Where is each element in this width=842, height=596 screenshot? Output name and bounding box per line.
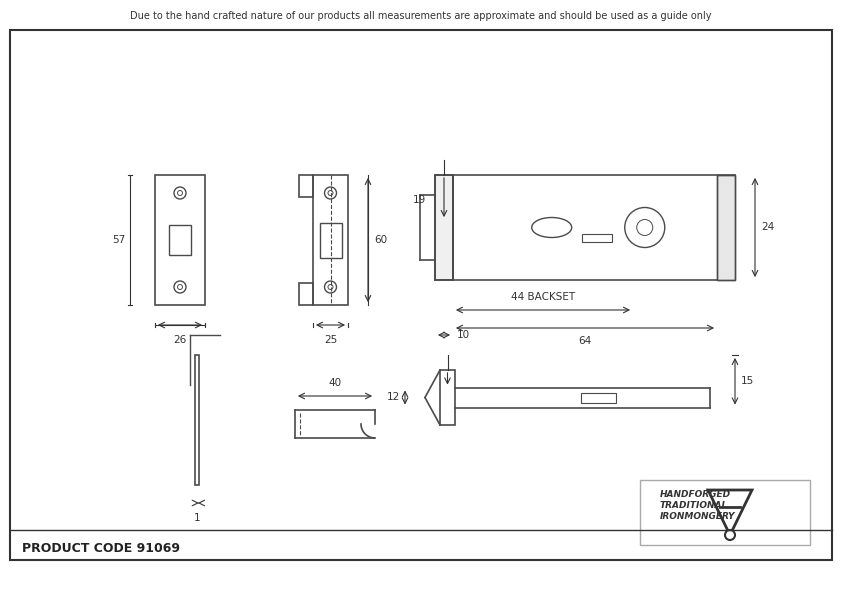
Bar — [717, 175, 735, 280]
Text: 26: 26 — [173, 335, 187, 345]
Bar — [640, 480, 810, 545]
Bar — [155, 175, 205, 305]
Bar — [169, 225, 191, 255]
Circle shape — [725, 530, 735, 540]
Bar — [582, 234, 611, 241]
Bar — [581, 393, 616, 402]
Bar — [319, 222, 342, 257]
Text: 44 BACKSET: 44 BACKSET — [511, 292, 575, 302]
Text: Due to the hand crafted nature of our products all measurements are approximate : Due to the hand crafted nature of our pr… — [131, 11, 711, 21]
Text: 40: 40 — [328, 378, 342, 388]
Bar — [453, 175, 735, 280]
Bar — [717, 175, 735, 280]
Text: 57: 57 — [112, 235, 125, 245]
Text: PRODUCT CODE 91069: PRODUCT CODE 91069 — [22, 542, 180, 554]
Text: 19: 19 — [413, 195, 426, 205]
Bar — [10, 30, 832, 560]
Text: HANDFORGED: HANDFORGED — [660, 490, 731, 499]
Text: 24: 24 — [761, 222, 775, 232]
Text: 60: 60 — [374, 235, 387, 245]
Text: 12: 12 — [386, 393, 400, 402]
Text: 10: 10 — [457, 330, 470, 340]
Bar — [440, 370, 455, 425]
Text: 15: 15 — [741, 376, 754, 386]
Text: IRONMONGERY: IRONMONGERY — [660, 512, 736, 521]
Text: 25: 25 — [324, 335, 337, 345]
Bar — [299, 283, 313, 305]
Bar — [313, 175, 348, 305]
Text: TRADITIONAL: TRADITIONAL — [660, 501, 728, 510]
Text: 64: 64 — [578, 336, 592, 346]
Bar — [299, 175, 313, 197]
Bar — [195, 355, 199, 485]
Bar — [435, 175, 453, 280]
Text: 1: 1 — [194, 513, 200, 523]
Bar — [435, 175, 453, 280]
